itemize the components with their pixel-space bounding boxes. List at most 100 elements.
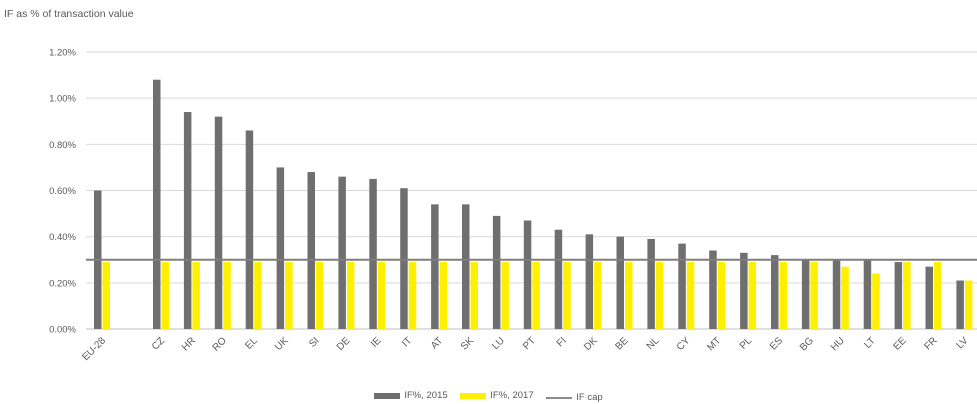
bar-2015	[740, 252, 748, 329]
bar-2015	[678, 243, 686, 329]
bar-2017	[285, 262, 293, 329]
bar-2017	[810, 262, 818, 329]
bar-2017	[779, 262, 787, 329]
bar-2017	[161, 262, 169, 329]
legend-swatch-2017	[460, 392, 487, 399]
y-tick-label: 0.40%	[49, 232, 76, 243]
x-tick-label: HR	[180, 335, 198, 353]
x-tick-label: HU	[829, 335, 847, 353]
x-tick-label: IT	[400, 335, 414, 349]
x-tick-label: SK	[459, 335, 476, 352]
bar-2015	[431, 204, 439, 329]
y-tick-label: 0.00%	[49, 325, 76, 336]
legend-item-if-cap: IF cap	[546, 392, 603, 403]
x-tick-label: RO	[211, 335, 230, 354]
bar-2015	[554, 229, 563, 329]
x-tick-label: BG	[798, 335, 816, 353]
x-tick-label: EL	[243, 335, 260, 352]
bar-2015	[523, 220, 532, 329]
legend-label-2017: IF%, 2017	[490, 390, 534, 401]
x-tick-label: DK	[582, 335, 600, 353]
bar-2017	[408, 262, 417, 329]
bar-2015	[956, 280, 964, 329]
legend-item-2017: IF%, 2017	[460, 390, 534, 401]
bar-2015	[400, 188, 408, 329]
legend-label-2015: IF%, 2015	[404, 390, 448, 401]
gridlines	[86, 51, 977, 330]
bar-2015	[462, 204, 470, 329]
bar-2017	[594, 262, 602, 329]
bar-2015	[801, 259, 810, 329]
x-tick-label: ES	[768, 335, 785, 352]
bar-2017	[192, 262, 200, 329]
bar-2017	[254, 262, 262, 329]
x-tick-label: UK	[273, 335, 291, 353]
bar-2017	[748, 262, 757, 329]
bar-2015	[832, 259, 841, 329]
bar-2017	[223, 262, 231, 329]
bar-2017	[316, 262, 324, 329]
y-axis-ticks: 0.00% 0.20% 0.40% 0.60% 0.80% 1.00% 1.20%	[49, 48, 76, 336]
bar-2017	[102, 262, 110, 329]
x-tick-label: PL	[738, 335, 755, 352]
bar-2015	[863, 259, 872, 329]
x-tick-label: LV	[955, 335, 971, 351]
bar-2017	[655, 262, 664, 329]
x-tick-label: EE	[892, 335, 909, 352]
bar-2017	[346, 262, 355, 329]
bar-2017	[903, 262, 911, 329]
bar-2017	[686, 262, 695, 329]
bar-2015	[245, 130, 254, 329]
bar-2017	[439, 262, 448, 329]
bar-2015	[153, 79, 161, 329]
bar-2017	[717, 262, 726, 329]
x-axis-ticks: EU-28 CZ HR RO EL UK SI DE IE IT AT SK LU PT FI DK BE NL C…	[80, 335, 971, 363]
x-tick-label: PT	[521, 335, 538, 352]
bar-2017	[470, 262, 478, 329]
bar-2015	[338, 176, 346, 329]
bar-2017	[934, 262, 942, 329]
bar-2017	[625, 262, 633, 329]
bar-2015	[709, 250, 717, 329]
legend-label-if-cap: IF cap	[576, 392, 603, 403]
x-tick-label: DE	[335, 335, 353, 353]
legend-swatch-if-cap	[546, 396, 573, 399]
x-tick-label: FR	[922, 335, 939, 352]
bar-2017	[872, 273, 880, 329]
bar-2015	[771, 255, 779, 329]
bar-2015	[492, 215, 501, 329]
x-tick-label: EU-28	[80, 335, 108, 363]
x-tick-label: AT	[429, 335, 445, 351]
bar-2015	[307, 172, 315, 329]
legend: IF%, 2015 IF%, 2017 IF cap	[0, 390, 977, 403]
x-tick-label: NL	[645, 335, 662, 352]
y-tick-label: 0.60%	[49, 186, 76, 197]
bar-2015	[369, 178, 377, 329]
bar-2015	[894, 262, 903, 329]
bar-2015	[616, 236, 624, 329]
bar-2017	[532, 262, 540, 329]
bar-2015	[183, 112, 192, 330]
y-tick-label: 0.20%	[49, 278, 76, 289]
y-tick-label: 1.20%	[49, 48, 76, 59]
chart-title: IF as % of transaction value	[4, 8, 134, 20]
bar-2015	[925, 266, 933, 329]
bar-2015	[585, 234, 594, 329]
bar-2015	[647, 238, 655, 329]
bar-2017	[964, 280, 973, 329]
x-tick-label: SI	[307, 335, 321, 349]
x-tick-label: CY	[675, 335, 693, 353]
x-tick-label: BE	[613, 335, 630, 352]
bar-2017	[563, 262, 571, 329]
bar-2017	[841, 266, 849, 329]
x-tick-label: CZ	[150, 335, 167, 352]
bar-2017	[377, 262, 386, 329]
bars	[94, 79, 973, 330]
y-tick-label: 1.00%	[49, 94, 76, 105]
x-tick-label: FI	[555, 335, 569, 349]
bar-2015	[276, 167, 285, 329]
x-tick-label: LU	[490, 335, 507, 352]
x-tick-label: MT	[705, 335, 723, 353]
x-tick-label: IE	[369, 335, 384, 350]
y-tick-label: 0.80%	[49, 140, 76, 151]
